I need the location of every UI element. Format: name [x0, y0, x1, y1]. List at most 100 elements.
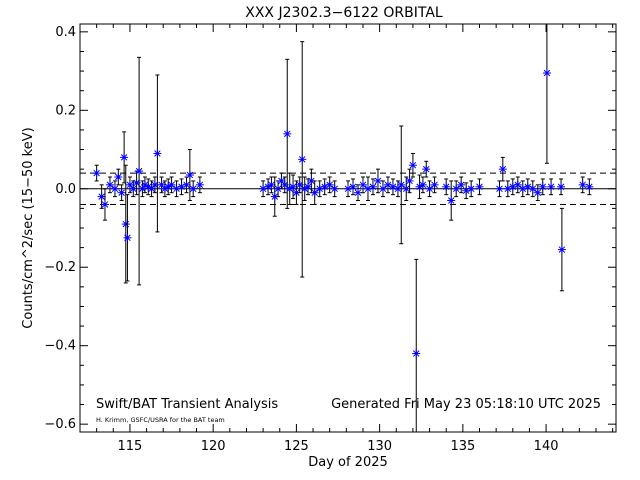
asterisk-marker — [542, 69, 551, 78]
y-tick-label: −0.2 — [44, 260, 76, 275]
chart-title: XXX J2302.3−6122 ORBITAL — [245, 5, 443, 21]
data-point — [167, 176, 176, 194]
data-point — [195, 176, 204, 194]
asterisk-marker — [585, 182, 594, 191]
asterisk-marker — [495, 184, 504, 193]
asterisk-marker — [557, 245, 566, 254]
data-point — [508, 178, 517, 196]
data-point — [320, 178, 329, 196]
data-point — [153, 74, 162, 233]
data-point — [185, 149, 194, 202]
data-point — [412, 258, 421, 432]
data-point — [378, 180, 387, 198]
asterisk-marker — [270, 192, 279, 201]
data-point — [123, 194, 132, 282]
data-point — [585, 178, 594, 196]
data-point — [172, 180, 181, 198]
data-point — [373, 168, 382, 194]
asterisk-marker — [110, 184, 119, 193]
asterisk-marker — [547, 182, 556, 191]
y-axis: −0.6 −0.4 −0.2 0.0 0.2 0.4 — [44, 25, 616, 432]
asterisk-marker — [195, 180, 204, 189]
x-tick-label: 130 — [367, 439, 392, 454]
data-points — [92, 24, 594, 432]
data-point — [140, 176, 149, 194]
data-point — [117, 184, 126, 202]
y-tick-label: 0.2 — [55, 103, 76, 118]
data-point — [513, 176, 522, 194]
data-point — [157, 176, 166, 194]
asterisk-marker — [513, 180, 522, 189]
data-point — [348, 178, 357, 196]
asterisk-marker — [475, 182, 484, 191]
asterisk-marker — [267, 180, 276, 189]
asterisk-marker — [277, 176, 286, 185]
x-axis: 115 120 125 130 135 140 — [96, 24, 614, 454]
data-point — [110, 180, 119, 198]
asterisk-marker — [447, 196, 456, 205]
asterisk-marker — [368, 182, 377, 191]
asterisk-marker — [402, 184, 411, 193]
asterisk-marker — [452, 184, 461, 193]
asterisk-marker — [121, 220, 130, 229]
asterisk-marker — [129, 184, 138, 193]
asterisk-marker — [373, 176, 382, 185]
data-point — [120, 131, 129, 184]
data-point — [393, 180, 402, 198]
asterisk-marker — [289, 182, 298, 191]
data-point — [298, 41, 307, 278]
x-tick-label: 135 — [450, 439, 475, 454]
y-axis-label: Counts/cm^2/sec (15−50 keV) — [21, 127, 36, 328]
data-point — [182, 176, 191, 194]
data-point — [300, 176, 309, 202]
asterisk-marker — [422, 165, 431, 174]
asterisk-marker — [123, 233, 132, 242]
x-tick-label: 140 — [534, 439, 559, 454]
asterisk-marker — [92, 169, 101, 178]
asterisk-marker — [182, 180, 191, 189]
asterisk-marker — [353, 188, 362, 197]
data-point — [129, 180, 138, 198]
data-point — [557, 178, 566, 196]
data-point — [144, 178, 153, 196]
data-point — [114, 168, 123, 186]
data-point — [358, 176, 367, 194]
data-layer — [80, 24, 616, 432]
data-point — [135, 56, 144, 286]
data-point — [523, 178, 532, 196]
asterisk-marker — [283, 129, 292, 138]
data-point — [270, 176, 279, 217]
data-point — [267, 176, 276, 194]
asterisk-marker — [442, 182, 451, 191]
asterisk-marker — [167, 180, 176, 189]
asterisk-marker — [538, 182, 547, 191]
data-point — [368, 178, 377, 196]
asterisk-marker — [408, 161, 417, 170]
asterisk-marker — [330, 184, 339, 193]
asterisk-marker — [557, 182, 566, 191]
asterisk-marker — [135, 167, 144, 176]
data-point — [283, 58, 292, 209]
y-tick-label: 0.4 — [55, 25, 76, 40]
data-point — [547, 178, 556, 196]
asterisk-marker — [425, 184, 434, 193]
data-point — [422, 160, 431, 178]
data-point — [430, 176, 439, 194]
data-point — [418, 176, 427, 194]
data-point — [408, 152, 417, 178]
data-point — [578, 176, 587, 194]
asterisk-marker — [467, 184, 476, 193]
asterisk-marker — [185, 171, 194, 180]
y-tick-label: 0.0 — [55, 182, 76, 197]
data-point — [164, 178, 173, 196]
asterisk-marker — [304, 182, 313, 191]
data-point — [330, 180, 339, 198]
asterisk-marker — [114, 173, 123, 181]
annotation-generated: Generated Fri May 23 05:18:10 UTC 2025 — [331, 397, 601, 412]
data-point — [452, 180, 461, 198]
asterisk-marker — [189, 184, 198, 193]
data-point — [495, 180, 504, 198]
asterisk-marker — [97, 192, 106, 201]
